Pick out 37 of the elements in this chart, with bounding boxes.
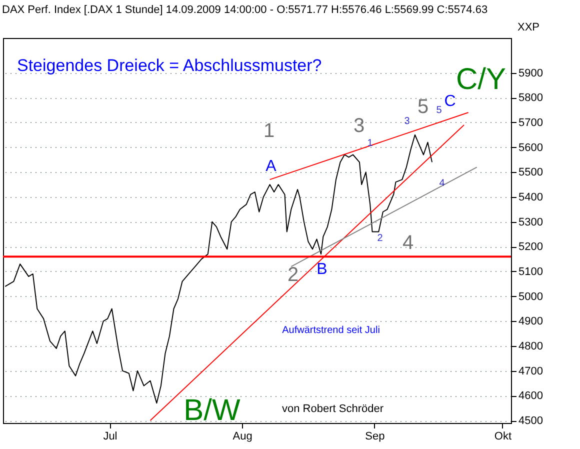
- annotation: 1: [263, 120, 275, 142]
- text: Steigendes Dreieck = Abschlussmuster?: [17, 56, 322, 75]
- y-tick-label: 4800: [518, 340, 543, 352]
- y-tick-label: 5100: [518, 266, 543, 278]
- x-tick-label: Jul: [103, 430, 118, 442]
- annotation: 4: [402, 232, 414, 254]
- x-tick-label: Sep: [365, 430, 385, 442]
- y-tick-label: 5700: [518, 116, 543, 129]
- y-tick-label: 5000: [518, 290, 543, 303]
- annotation: 5: [436, 105, 442, 116]
- y-tick-label: 5600: [518, 142, 543, 154]
- annotation: C/Y: [456, 63, 506, 96]
- annotation: A: [266, 158, 277, 175]
- chart-title: DAX Perf. Index [.DAX 1 Stunde] 14.09.2009 14:00:00 - O:5571.77 H:5576.46 L:5569.99 C:5574.63: [2, 4, 488, 16]
- y-tick-label: 4500: [518, 415, 543, 428]
- annotation: B: [316, 261, 328, 278]
- annotation: 3: [353, 115, 365, 137]
- annotation: von Robert Schröder: [282, 403, 384, 415]
- annotation: 3: [404, 116, 410, 127]
- y-tick-label: 5400: [518, 191, 543, 204]
- annotation: C: [444, 93, 456, 110]
- annotation: Aufwärtstrend seit Juli: [282, 325, 380, 336]
- annotation: 2: [377, 233, 384, 244]
- y-tick-label: 5200: [518, 241, 543, 254]
- y-tick-label: 4700: [518, 365, 543, 378]
- y-tick-label: 5900: [518, 67, 543, 80]
- annotation: 5: [417, 96, 429, 118]
- y-tick-label: 5300: [518, 216, 543, 228]
- y-tick-label: 5800: [518, 92, 543, 104]
- y-tick-label: 4600: [518, 390, 543, 402]
- y-axis-title: XXP: [518, 22, 540, 34]
- y-tick-label: 4900: [518, 316, 543, 328]
- x-tick-label: Okt: [494, 430, 512, 442]
- annotation: 2: [287, 264, 299, 286]
- x-tick-label: Aug: [232, 430, 252, 442]
- annotation: B/W: [184, 394, 242, 427]
- y-tick-label: 5500: [518, 166, 543, 179]
